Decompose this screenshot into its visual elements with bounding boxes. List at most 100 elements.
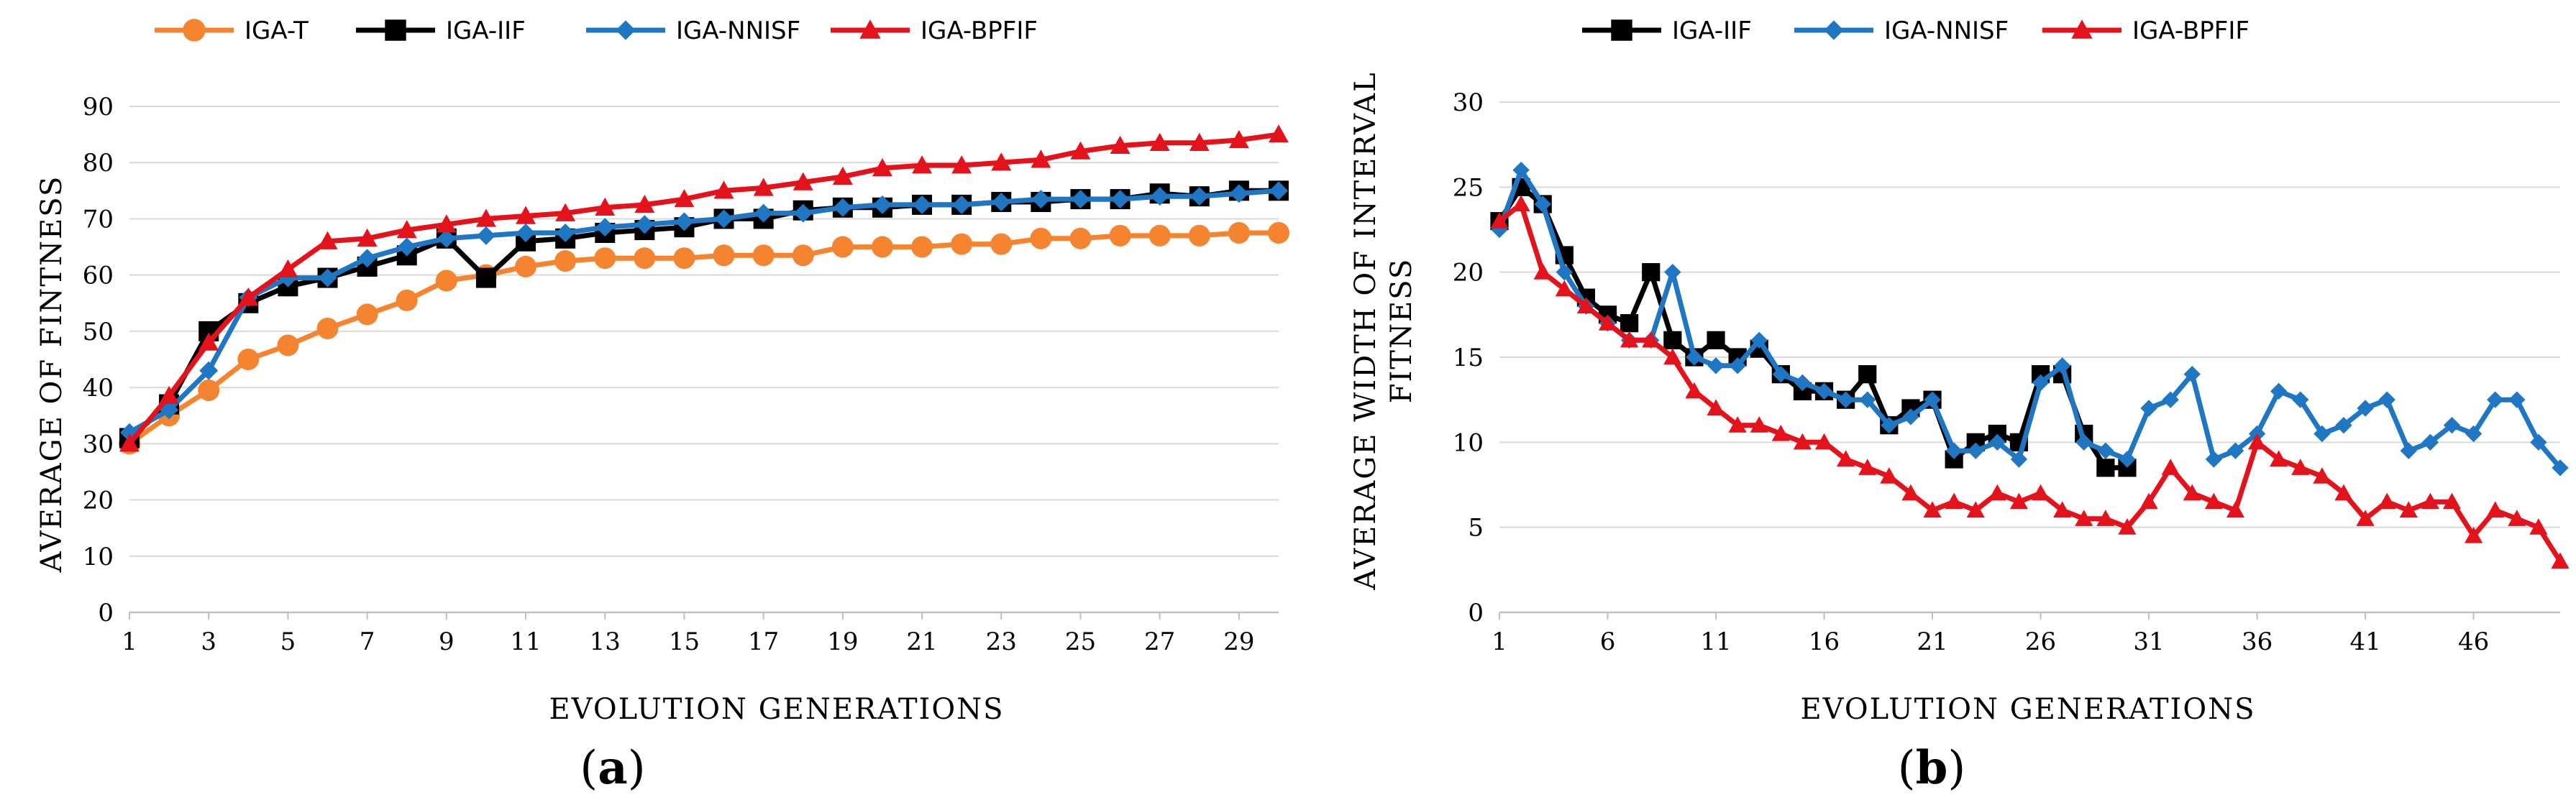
data-point: [2530, 433, 2547, 451]
x-tick-label: 9: [439, 627, 455, 656]
data-point: [2552, 459, 2569, 477]
data-point: [1837, 391, 1855, 408]
data-point: [2270, 450, 2288, 467]
data-point: [318, 268, 337, 288]
data-point: [516, 206, 536, 224]
data-point: [714, 209, 734, 229]
data-point: [792, 244, 814, 267]
data-point: [2400, 442, 2417, 459]
x-tick-label: 11: [1700, 627, 1731, 656]
series-iga-bpfif: [119, 124, 1289, 452]
x-tick-label: 1: [1492, 627, 1507, 656]
data-point: [713, 244, 735, 267]
data-point: [2010, 451, 2028, 468]
data-point: [2096, 459, 2115, 477]
data-point: [872, 158, 892, 177]
data-point: [555, 203, 576, 221]
data-point: [1858, 365, 1877, 384]
data-point: [1793, 433, 1812, 450]
data-point: [397, 237, 416, 257]
legend-item-iga-nnisf: IGA-NNISF: [1794, 17, 2009, 45]
data-point: [2442, 492, 2462, 510]
data-point: [1512, 161, 1530, 179]
gridlines-b: [1499, 101, 2560, 528]
data-point: [1031, 190, 1051, 209]
legend-label: IGA-IIF: [446, 17, 526, 45]
y-tick-label: 30: [83, 430, 114, 459]
y-tick-label: 50: [83, 318, 114, 346]
x-tick-label: 36: [2242, 627, 2273, 656]
data-point: [1150, 187, 1169, 206]
data-point: [2031, 484, 2050, 501]
data-point: [1923, 501, 1942, 518]
data-point: [1598, 314, 1617, 331]
series-line: [127, 188, 1279, 441]
x-tick-label: 11: [510, 627, 541, 656]
data-point: [913, 195, 932, 214]
x-tick-label: 29: [1223, 627, 1254, 656]
data-point: [2226, 501, 2245, 518]
legend-item-iga-nnisf: IGA-NNISF: [586, 17, 800, 45]
x-tick-label: 21: [906, 627, 937, 656]
data-point: [436, 214, 457, 233]
data-point: [1071, 190, 1090, 209]
series-iga-nnisf: [120, 181, 1288, 442]
data-point: [1815, 382, 1833, 400]
data-point: [1031, 150, 1051, 168]
data-point: [754, 203, 773, 223]
data-point: [1070, 141, 1091, 160]
data-point: [2226, 442, 2244, 459]
data-point: [2140, 400, 2157, 417]
data-point: [2139, 492, 2158, 510]
data-point: [396, 220, 417, 239]
data-point: [2464, 526, 2483, 543]
data-point: [437, 229, 456, 248]
data-point: [2183, 365, 2201, 383]
data-point: [2399, 501, 2418, 518]
data-point: [1189, 132, 1210, 152]
legend-label: IGA-IIF: [1672, 17, 1752, 45]
data-point: [2097, 442, 2114, 459]
data-point: [2486, 501, 2505, 518]
data-point: [238, 287, 259, 306]
data-point: [2335, 416, 2352, 434]
panel-letter-b: b: [1916, 741, 1948, 795]
data-point: [1881, 416, 1898, 434]
data-point: [2205, 451, 2223, 468]
data-point: [1794, 374, 1812, 392]
data-point: [1030, 227, 1052, 249]
data-point: [1750, 416, 1768, 433]
y-tick-label: 20: [1453, 259, 1484, 288]
y-tick-label: 0: [98, 599, 114, 627]
data-point: [1663, 331, 1682, 349]
data-point: [1555, 280, 1574, 297]
data-point: [1772, 365, 1790, 383]
y-tick-labels-b: 0 5 10 15 20 25 30: [1453, 88, 1484, 627]
data-point: [675, 212, 694, 231]
legend-item-iga-iif: IGA-IIF: [356, 17, 526, 45]
data-point: [2096, 510, 2115, 526]
data-point: [476, 226, 495, 245]
data-point: [1534, 196, 1551, 213]
x-tick-label: 13: [590, 627, 621, 656]
series-line: [128, 188, 1279, 435]
data-point: [634, 194, 655, 213]
y-tick-label: 70: [83, 205, 114, 234]
series-iga-iif: [1490, 178, 2137, 477]
data-point: [2183, 484, 2201, 501]
data-point: [1859, 391, 1876, 408]
data-point: [356, 303, 378, 326]
data-point: [991, 152, 1012, 171]
x-tick-label: 21: [1917, 627, 1947, 656]
y-tick-label: 60: [83, 262, 114, 290]
data-point: [1189, 187, 1209, 206]
data-point: [2118, 518, 2137, 535]
x-tick-labels-a: 1 3 5 7 9 11 13 15 17 19 21 23 25 27 29: [122, 612, 1255, 656]
x-tick-label: 27: [1144, 627, 1175, 656]
data-point: [793, 172, 813, 190]
legend-item-iga-bpfif: IGA-BPFIF: [831, 17, 1038, 45]
data-point: [2334, 484, 2353, 501]
data-point: [278, 259, 298, 278]
data-point: [831, 236, 854, 258]
